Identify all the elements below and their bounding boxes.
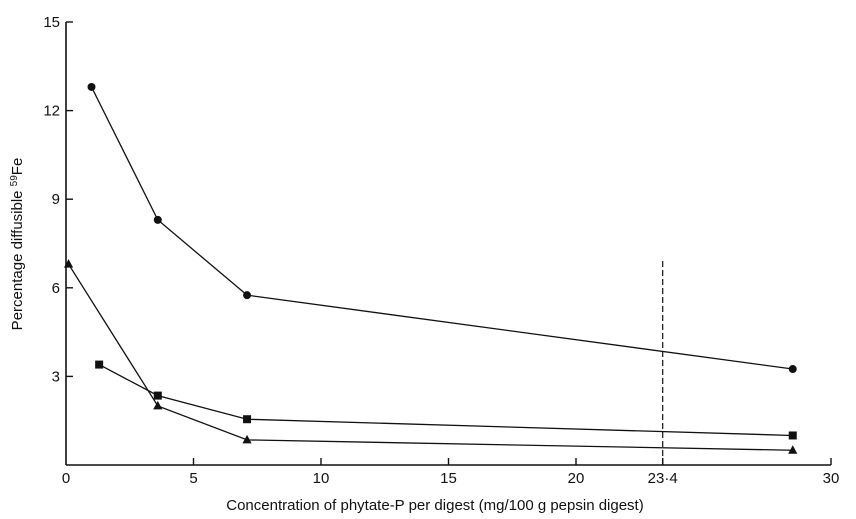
data-point-square (153, 391, 162, 400)
x-tick-label: 30 (823, 470, 840, 487)
data-point-circle (153, 215, 162, 224)
series-line-triangle (67, 263, 793, 451)
x-tick-label: 0 (62, 470, 70, 487)
series-line-circle (90, 86, 793, 370)
data-point-triangle (153, 400, 163, 410)
y-axis-title: Percentage diffusible 59Fe (9, 158, 27, 331)
data-point-square (788, 431, 797, 440)
y-tick-label: 12 (43, 103, 60, 120)
series-circle (87, 82, 797, 374)
data-point-circle (788, 365, 797, 374)
data-point-triangle (63, 259, 74, 268)
series-triangle (63, 259, 798, 454)
data-point-circle (243, 291, 252, 300)
x-ticks: 0 5 10 15 20 23·4 30 (62, 458, 840, 487)
data-point-square (243, 415, 252, 424)
x-axis-title: Concentration of phytate-P per digest (m… (226, 497, 643, 514)
plot-area: 0 5 10 15 20 23·4 30 3 6 9 12 15 (43, 14, 839, 487)
y-tick-label: 15 (43, 14, 60, 31)
x-tick-label: 5 (189, 470, 197, 487)
y-tick-label: 9 (52, 191, 60, 208)
y-axis-title-tail: Fe (9, 158, 26, 176)
data-point-triangle (788, 445, 798, 454)
data-point-triangle (242, 434, 252, 444)
y-axis-title-main: Percentage diffusible (9, 186, 26, 330)
x-tick-label: 15 (440, 470, 457, 487)
x-tick-label: 23·4 (648, 470, 678, 487)
data-point-circle (87, 82, 96, 91)
series-line-square (98, 364, 793, 437)
y-tick-label: 6 (52, 280, 60, 297)
data-point-square (95, 360, 104, 369)
series-layer (63, 82, 798, 454)
series-square (95, 360, 797, 440)
x-tick-label: 20 (568, 470, 585, 487)
y-tick-label: 3 (52, 368, 60, 385)
y-axis-title-superscript: 59 (9, 175, 20, 187)
x-tick-label: 10 (313, 470, 330, 487)
y-ticks: 3 6 9 12 15 (43, 14, 73, 385)
